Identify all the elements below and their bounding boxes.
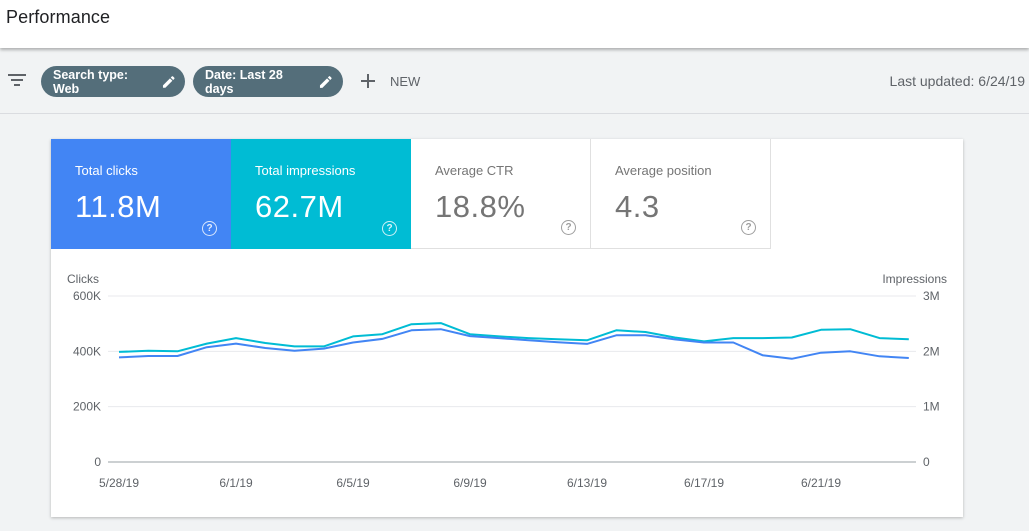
- series-line-impressions: [118, 322, 909, 353]
- new-filter-label: NEW: [390, 73, 421, 89]
- left-tick-label: 200K: [73, 400, 101, 414]
- search-type-chip[interactable]: Search type: Web: [41, 66, 185, 97]
- left-tick-label: 600K: [73, 289, 101, 303]
- metric-average-position[interactable]: Average position 4.3 ?: [591, 139, 771, 249]
- metric-label: Average position: [615, 163, 712, 178]
- metric-value: 18.8%: [435, 189, 526, 224]
- page-title: Performance: [6, 7, 111, 27]
- help-icon[interactable]: ?: [741, 220, 756, 235]
- search-type-chip-label: Search type: Web: [53, 67, 129, 96]
- x-tick-label: 6/5/19: [336, 476, 370, 490]
- metric-value: 11.8M: [75, 189, 162, 224]
- filter-bar: Search type: Web Date: Last 28 days NEW …: [0, 50, 1029, 114]
- x-tick-label: 6/9/19: [453, 476, 487, 490]
- metric-label: Total clicks: [75, 163, 138, 178]
- right-tick-label: 1M: [923, 400, 940, 414]
- metric-total-impressions[interactable]: Total impressions 62.7M ?: [231, 139, 411, 249]
- series-line-clicks: [118, 328, 909, 360]
- right-tick-label: 3M: [923, 289, 940, 303]
- left-tick-label: 0: [94, 455, 101, 469]
- metric-label: Total impressions: [255, 163, 356, 178]
- right-tick-label: 0: [923, 455, 930, 469]
- metric-total-clicks[interactable]: Total clicks 11.8M ?: [51, 139, 231, 249]
- metric-label: Average CTR: [435, 163, 514, 178]
- performance-chart: Clicks Impressions 600K 3M 400K 2M 200K 1M 0 0 5/2…: [67, 272, 947, 490]
- x-tick-label: 5/28/19: [99, 476, 139, 490]
- x-tick-label: 6/1/19: [219, 476, 253, 490]
- metric-value: 4.3: [615, 189, 660, 224]
- help-icon[interactable]: ?: [382, 221, 397, 236]
- date-range-chip[interactable]: Date: Last 28 days: [193, 66, 343, 97]
- plus-icon: [361, 74, 375, 88]
- performance-card: Total clicks 11.8M ? Total impressions 6…: [51, 139, 963, 517]
- metric-average-ctr[interactable]: Average CTR 18.8% ?: [411, 139, 591, 249]
- date-range-chip-label: Date: Last 28 days: [205, 67, 283, 96]
- pencil-icon[interactable]: [319, 75, 333, 89]
- help-icon[interactable]: ?: [202, 221, 217, 236]
- right-tick-label: 2M: [923, 344, 940, 358]
- pencil-icon[interactable]: [162, 75, 175, 89]
- top-bar: Performance: [0, 0, 1029, 48]
- new-filter-button[interactable]: NEW: [360, 70, 420, 92]
- left-tick-label: 400K: [73, 344, 101, 358]
- x-tick-label: 6/21/19: [801, 476, 841, 490]
- help-icon[interactable]: ?: [561, 220, 576, 235]
- last-updated-text: Last updated: 6/24/19: [889, 73, 1025, 89]
- right-axis-title: Impressions: [882, 272, 947, 286]
- x-tick-label: 6/13/19: [567, 476, 607, 490]
- left-axis-title: Clicks: [67, 272, 99, 286]
- x-tick-label: 6/17/19: [684, 476, 724, 490]
- metric-value: 62.7M: [255, 189, 344, 224]
- filter-icon[interactable]: [8, 72, 26, 88]
